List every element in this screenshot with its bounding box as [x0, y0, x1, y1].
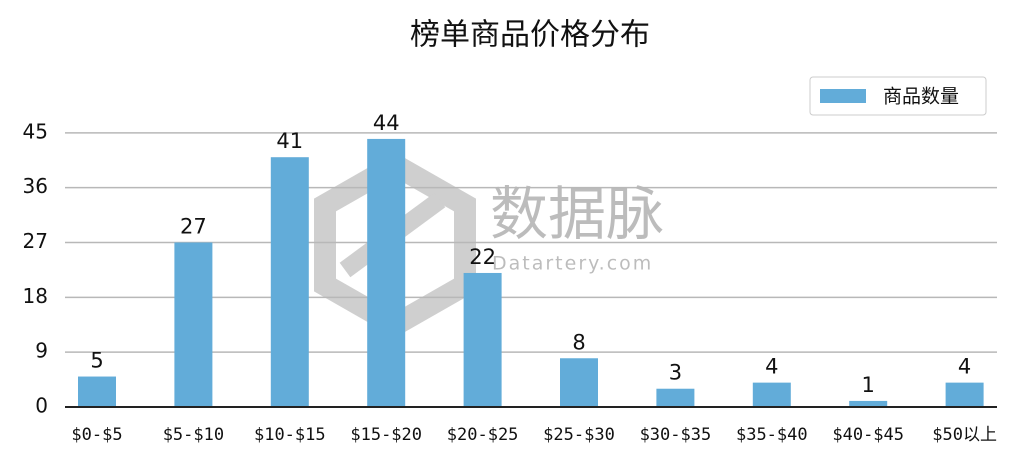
legend-swatch: [820, 89, 866, 103]
y-tick-label: 27: [23, 229, 48, 253]
y-tick-label: 45: [23, 119, 48, 143]
bar: [463, 272, 502, 407]
x-tick-label: $0-$5: [71, 425, 122, 445]
bar: [849, 400, 888, 407]
x-tick-label: $50以上: [932, 425, 997, 445]
x-tick-label: $40-$45: [832, 425, 904, 445]
bar: [560, 358, 598, 407]
bar: [752, 382, 791, 407]
bar: [78, 376, 116, 407]
value-label: 27: [180, 215, 207, 239]
legend-box: [809, 76, 987, 116]
x-tick-label: $35-$40: [736, 425, 808, 445]
legend-label: 商品数量: [883, 86, 959, 108]
value-label: 4: [765, 355, 778, 379]
x-tick-label: $10-$15: [254, 425, 326, 445]
value-label: 1: [862, 373, 875, 397]
x-tick-label: $20-$25: [447, 425, 519, 445]
legend: 商品数量: [809, 76, 987, 116]
value-label: 3: [669, 361, 682, 385]
bar: [174, 242, 213, 407]
y-tick-label: 18: [23, 284, 48, 308]
value-label: 22: [469, 245, 496, 269]
bar: [270, 157, 309, 407]
bar: [367, 138, 406, 408]
bar: [656, 388, 695, 407]
x-tick-label: $25-$30: [543, 425, 615, 445]
value-label: 8: [572, 330, 585, 354]
value-label: 41: [276, 129, 303, 153]
x-tick-label: $30-$35: [640, 425, 712, 445]
x-tick-label: $5-$10: [163, 425, 224, 445]
watermark-subtext: Datartery.com: [492, 253, 653, 275]
value-label: 4: [958, 355, 971, 379]
bar: [945, 382, 984, 407]
watermark-text: 数据脉: [490, 180, 664, 248]
y-tick-label: 9: [35, 339, 48, 363]
value-label: 5: [90, 349, 103, 373]
x-tick-label: $15-$20: [350, 425, 422, 445]
value-label: 44: [373, 111, 400, 135]
y-tick-label: 0: [35, 394, 48, 418]
y-tick-label: 36: [23, 174, 48, 198]
chart-title: 榜单商品价格分布: [410, 18, 650, 53]
